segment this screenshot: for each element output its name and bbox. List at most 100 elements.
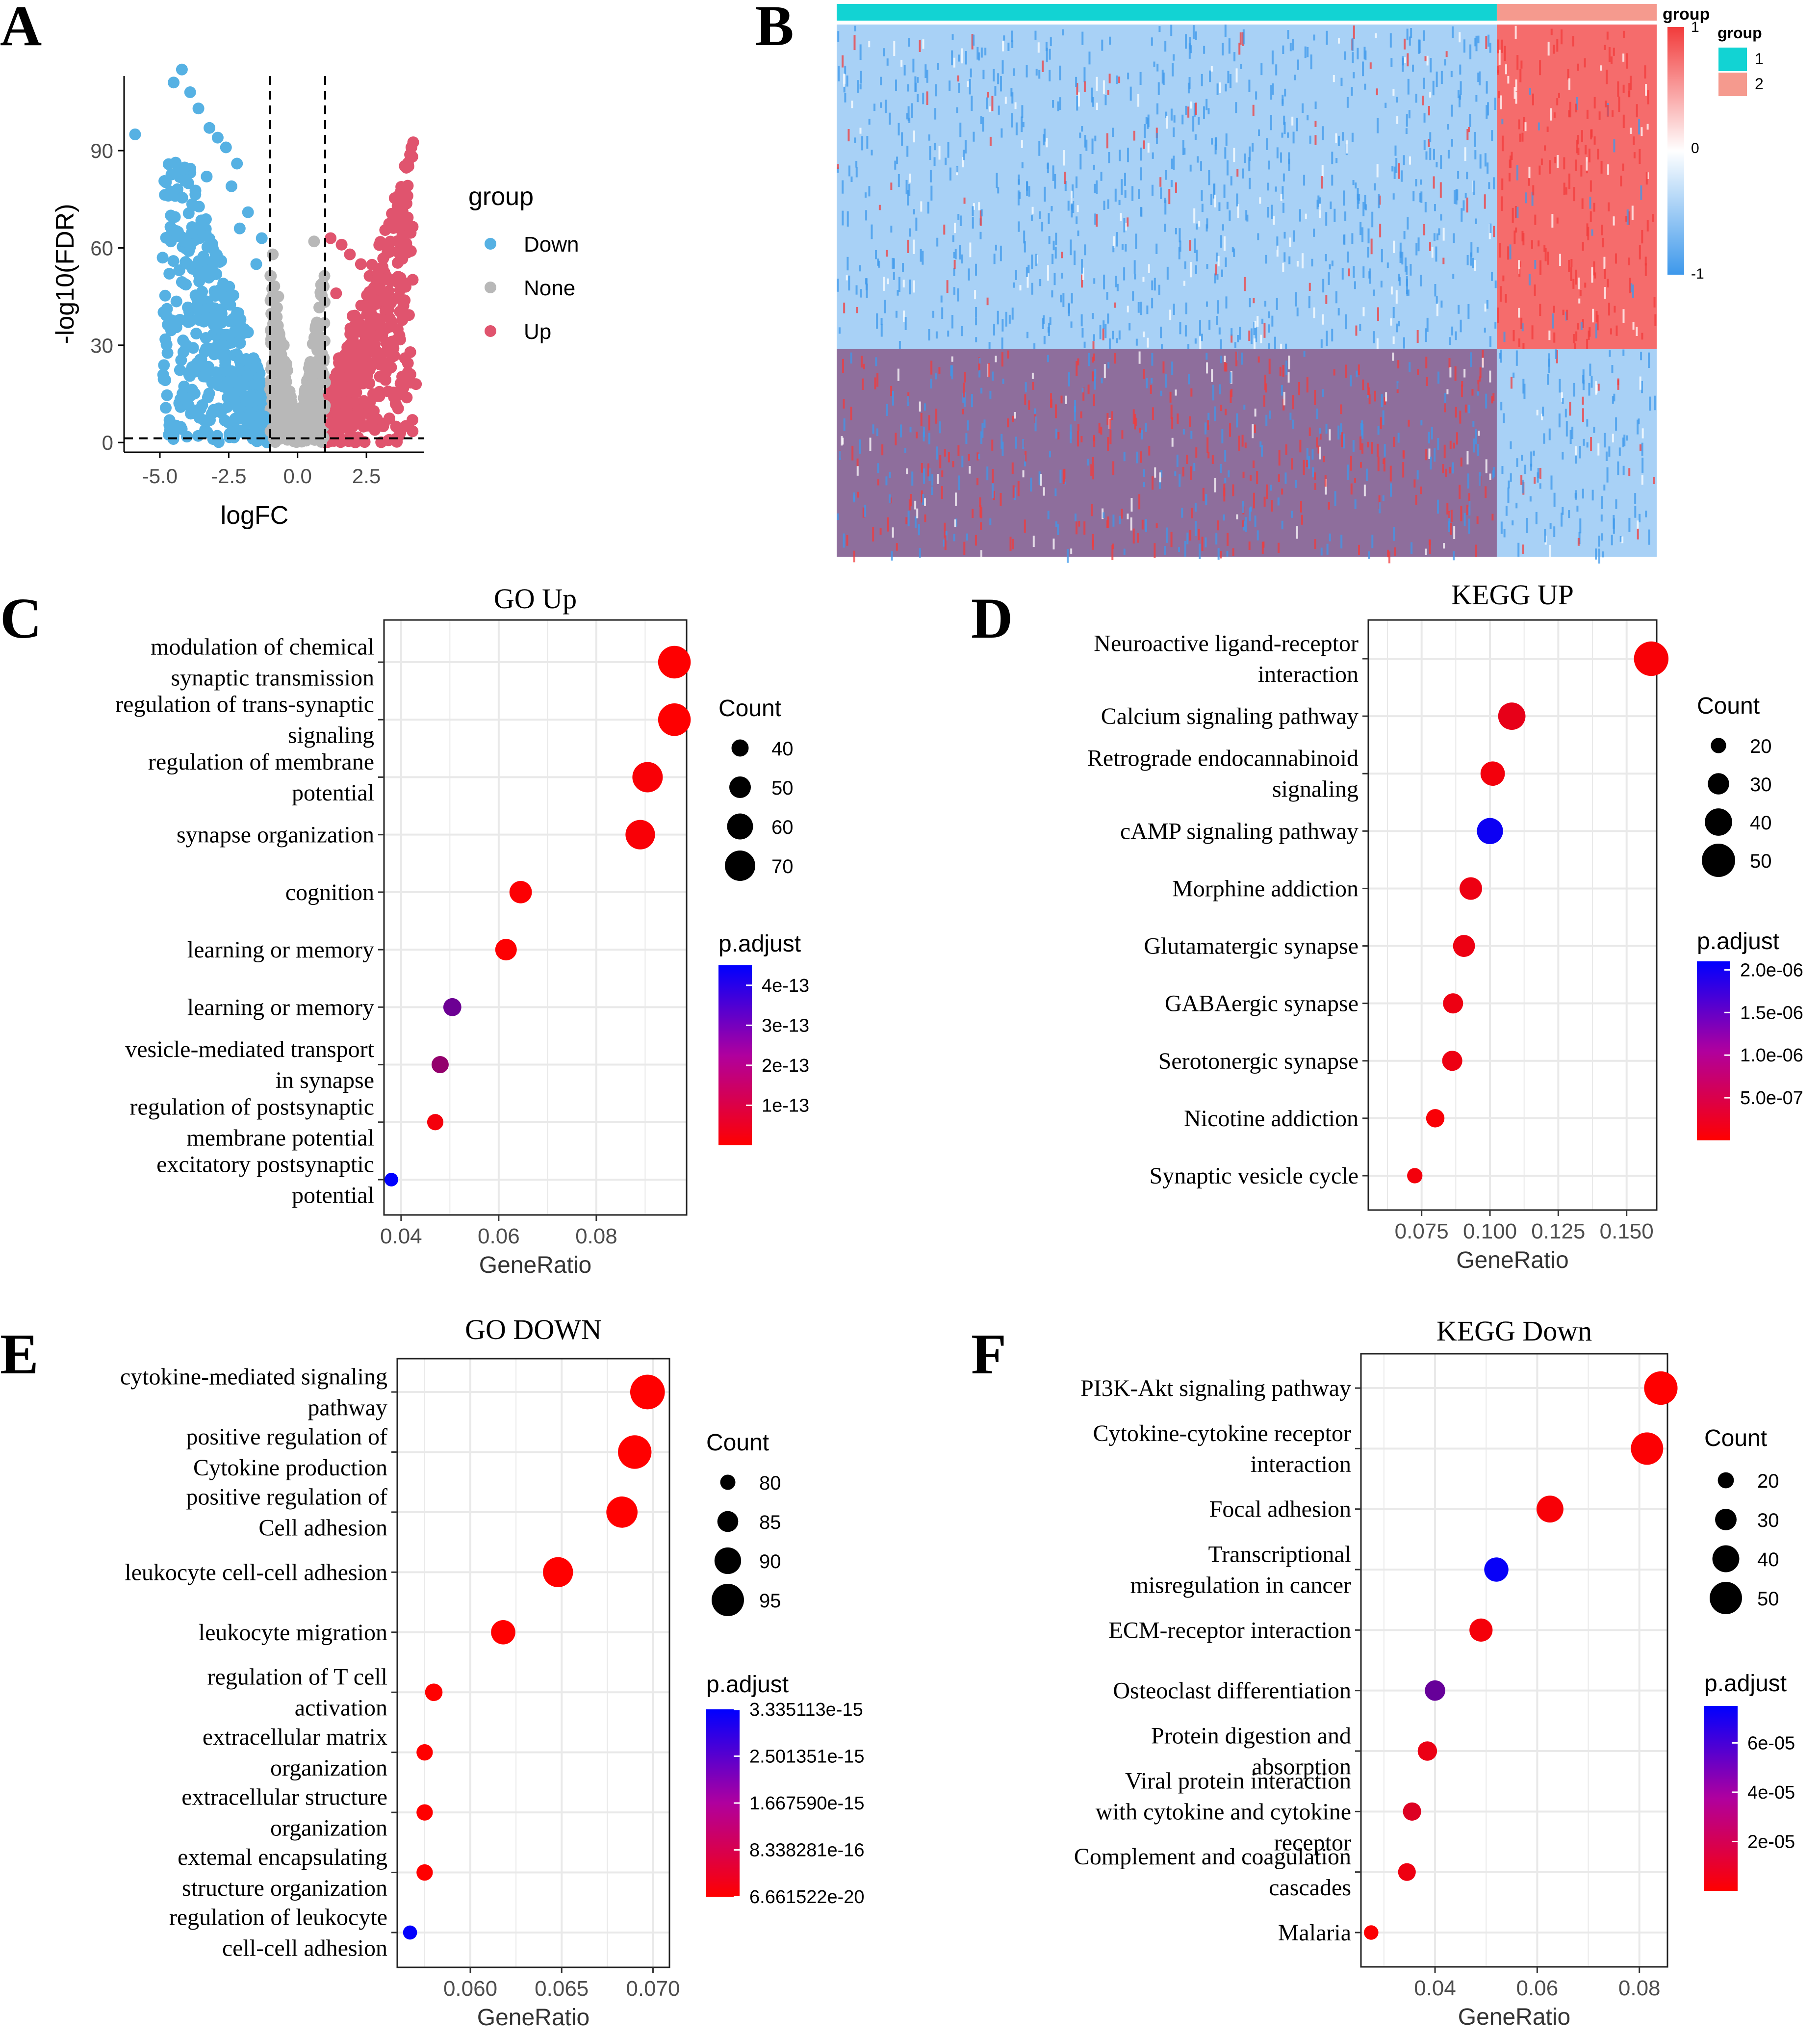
heatmap-cell bbox=[1024, 519, 1026, 533]
heatmap-cell bbox=[1448, 358, 1451, 368]
heatmap-cell bbox=[976, 478, 979, 486]
legend-padjust: p.adjust6.661522e-208.338281e-161.667590… bbox=[706, 1672, 865, 1908]
heatmap-cell bbox=[1164, 41, 1167, 52]
heatmap-cell bbox=[1407, 53, 1409, 67]
heatmap-cell bbox=[907, 239, 909, 253]
heatmap-cell bbox=[1328, 272, 1330, 285]
heatmap-cell bbox=[855, 285, 858, 295]
heatmap-cell bbox=[1516, 55, 1519, 70]
point-down bbox=[251, 392, 263, 404]
heatmap-cell bbox=[1178, 547, 1180, 552]
heatmap-cell bbox=[993, 324, 996, 336]
heatmap-cell bbox=[1641, 381, 1643, 393]
heatmap-cell bbox=[1460, 506, 1462, 521]
heatmap-cell bbox=[1211, 369, 1213, 382]
heatmap-cell bbox=[1262, 541, 1265, 548]
heatmap-cell bbox=[901, 132, 903, 146]
heatmap-cell bbox=[1512, 520, 1514, 526]
point-down bbox=[229, 426, 241, 438]
x-tick-label: 0.0 bbox=[283, 464, 312, 488]
heatmap-cell bbox=[965, 51, 967, 65]
heatmap-cell bbox=[1522, 233, 1525, 246]
heatmap-cell bbox=[876, 428, 878, 437]
heatmap-cell bbox=[1489, 370, 1491, 383]
point-up bbox=[335, 408, 348, 420]
heatmap-cell bbox=[978, 358, 981, 364]
heatmap-cell bbox=[1093, 437, 1096, 447]
heatmap-cell bbox=[1475, 218, 1477, 225]
heatmap-cell bbox=[927, 202, 929, 214]
heatmap-cell bbox=[1588, 148, 1590, 163]
heatmap-cell bbox=[1472, 258, 1474, 268]
heatmap-cell bbox=[1173, 54, 1175, 61]
heatmap-cell bbox=[1361, 227, 1364, 242]
heatmap-cell bbox=[1392, 307, 1395, 318]
heatmap-cell bbox=[1100, 172, 1102, 181]
heatmap-cell bbox=[1331, 175, 1333, 186]
heatmap-cell bbox=[1329, 429, 1331, 441]
category-label: membrane potential bbox=[186, 1125, 374, 1151]
legend-size-key bbox=[714, 1547, 742, 1574]
heatmap-cell bbox=[1632, 322, 1635, 330]
heatmap-cell bbox=[1522, 117, 1525, 131]
heatmap-cell bbox=[1597, 384, 1600, 391]
category-label: cognition bbox=[285, 879, 374, 905]
heatmap-cell bbox=[1622, 163, 1624, 171]
point-up bbox=[385, 220, 398, 232]
heatmap-cell bbox=[1253, 460, 1255, 468]
heatmap-cell bbox=[1539, 260, 1542, 275]
heatmap-cell bbox=[1593, 136, 1596, 145]
heatmap-cell bbox=[915, 217, 918, 231]
heatmap-cell bbox=[1377, 307, 1380, 321]
heatmap-cell bbox=[933, 157, 936, 166]
heatmap-cell bbox=[1289, 237, 1291, 247]
heatmap-cell bbox=[1520, 475, 1523, 485]
point-down bbox=[179, 175, 191, 187]
heatmap-cell bbox=[919, 401, 921, 412]
heatmap-cell bbox=[1614, 306, 1616, 313]
legend-title: group bbox=[1717, 24, 1762, 42]
heatmap-cell bbox=[1278, 450, 1281, 466]
heatmap-cell bbox=[1146, 305, 1149, 314]
heatmap-cell bbox=[851, 445, 854, 461]
dot bbox=[658, 703, 691, 736]
legend-label: 2.501351e-15 bbox=[749, 1747, 865, 1767]
legend-size-key bbox=[731, 739, 749, 757]
heatmap-cell bbox=[902, 310, 905, 322]
heatmap-cell bbox=[1003, 35, 1005, 41]
heatmap-cell bbox=[1428, 432, 1430, 444]
heatmap-cell bbox=[1135, 338, 1138, 346]
heatmap-cell bbox=[1633, 152, 1636, 158]
heatmap-cell bbox=[1034, 408, 1036, 414]
heatmap-cell bbox=[1173, 127, 1175, 137]
heatmap-cell bbox=[1565, 421, 1568, 437]
heatmap-cell bbox=[1600, 65, 1602, 71]
heatmap-cell bbox=[1244, 277, 1246, 291]
heatmap-cell bbox=[1079, 154, 1082, 170]
point-down bbox=[192, 267, 205, 280]
heatmap-cell bbox=[1570, 267, 1572, 281]
heatmap-cell bbox=[1345, 314, 1347, 330]
heatmap-cell bbox=[850, 407, 852, 420]
heatmap-cell bbox=[1283, 122, 1286, 134]
heatmap-cell bbox=[1485, 36, 1487, 49]
point-down bbox=[241, 369, 254, 382]
point-up bbox=[385, 245, 397, 258]
heatmap-cell bbox=[1425, 151, 1428, 160]
heatmap-cell bbox=[1257, 356, 1260, 363]
point-up bbox=[401, 391, 413, 404]
heatmap-cell bbox=[993, 69, 995, 82]
chart-title: GO Up bbox=[494, 583, 577, 615]
heatmap-cell bbox=[909, 173, 911, 183]
heatmap-cell bbox=[1170, 532, 1173, 547]
point-up bbox=[392, 190, 404, 202]
heatmap-cell bbox=[1140, 147, 1142, 161]
heatmap-cell bbox=[949, 167, 951, 181]
heatmap-cell bbox=[1426, 55, 1429, 66]
heatmap-cell bbox=[1404, 38, 1406, 50]
heatmap-cell bbox=[877, 479, 879, 486]
point-up bbox=[341, 381, 353, 393]
color-scale-tick: 0 bbox=[1691, 140, 1699, 156]
heatmap-cell bbox=[1047, 511, 1050, 519]
